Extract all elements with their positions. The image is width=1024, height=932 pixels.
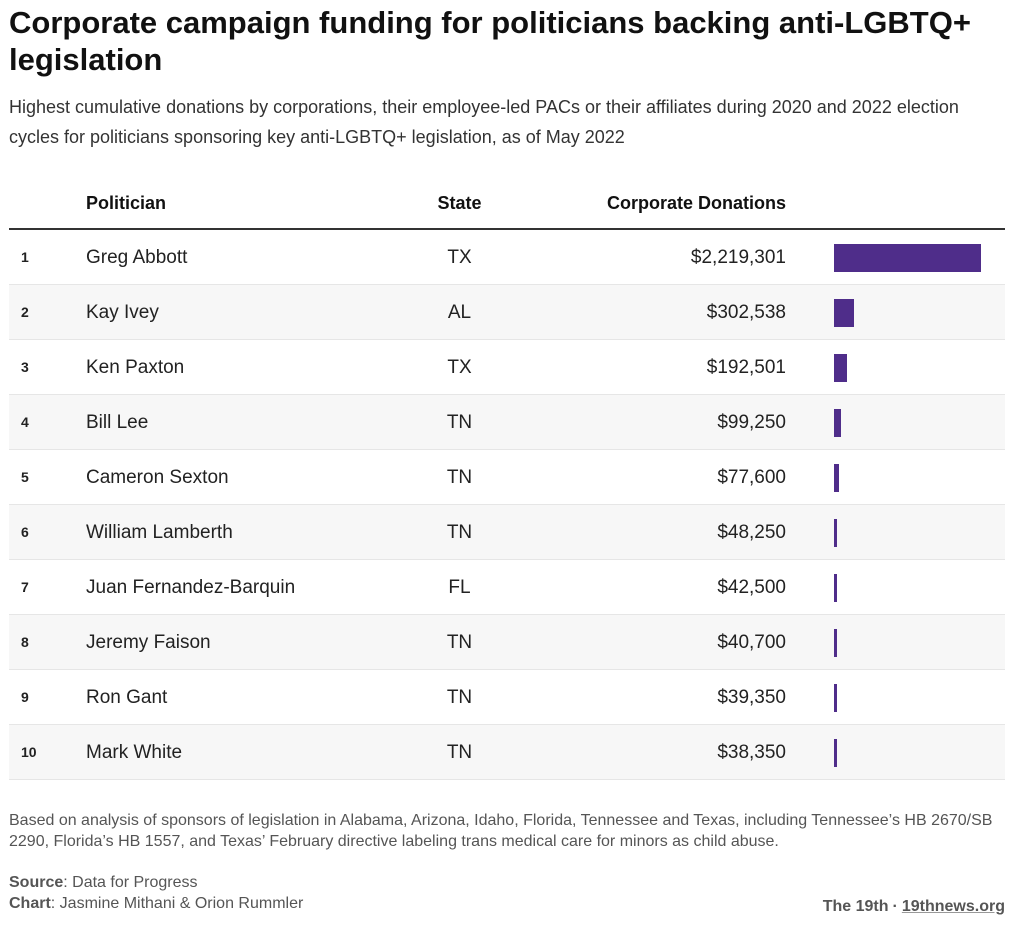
politician-name: William Lamberth [86, 522, 233, 543]
state-cell: FL [448, 577, 471, 598]
politician-name: Bill Lee [86, 412, 149, 433]
credits: Source: Data for Progress Chart: Jasmine… [9, 872, 303, 914]
donation-bar [834, 409, 841, 437]
donation-amount: $42,500 [717, 577, 786, 598]
brand-separator: · [892, 898, 898, 915]
politician-name: Mark White [86, 742, 183, 763]
rank-cell: 9 [21, 689, 29, 705]
column-header-politician: Politician [86, 193, 167, 213]
donation-bar [834, 684, 837, 712]
source-label: Source [9, 874, 64, 891]
politician-name: Ron Gant [86, 687, 168, 708]
brand-footer: The 19th · 19thnews.org [823, 898, 1005, 916]
source-text: : Data for Progress [63, 874, 198, 891]
table-row: 4 Bill Lee TN $99,250 [9, 395, 1005, 450]
table-row: 10 Mark White TN $38,350 [9, 725, 1005, 780]
donation-amount: $48,250 [717, 522, 786, 543]
table-row: 1 Greg Abbott TX $2,219,301 [9, 230, 1005, 285]
rank-cell: 5 [21, 469, 29, 485]
state-cell: TN [446, 742, 473, 763]
donation-bar [834, 739, 837, 767]
state-cell: TN [446, 522, 473, 543]
state-cell: AL [447, 302, 472, 323]
state-cell: TN [446, 467, 473, 488]
donation-amount: $192,501 [706, 357, 786, 378]
state-cell: TX [447, 357, 472, 378]
rank-cell: 2 [21, 304, 29, 320]
methodology-note: Based on analysis of sponsors of legisla… [9, 812, 993, 850]
donation-amount: $38,350 [717, 742, 786, 763]
brand-link[interactable]: 19thnews.org [901, 898, 1005, 915]
rank-cell: 3 [21, 359, 29, 375]
rank-cell: 7 [21, 579, 29, 595]
chart-credit: Chart: Jasmine Mithani & Orion Rummler [9, 893, 303, 914]
donation-amount: $40,700 [717, 632, 786, 653]
politician-name: Kay Ivey [86, 302, 159, 323]
donation-bar [834, 299, 854, 327]
chart-subtitle: Highest cumulative donations by corporat… [9, 97, 959, 147]
donation-bar [834, 519, 837, 547]
donation-amount: $2,219,301 [690, 247, 786, 268]
donation-bar [834, 574, 837, 602]
chart-credit-label: Chart [9, 895, 51, 912]
donation-bar [834, 464, 839, 492]
donation-bar [834, 629, 837, 657]
politician-name: Jeremy Faison [86, 632, 211, 653]
header-divider [9, 228, 1005, 230]
donation-bar [834, 244, 981, 272]
state-cell: TN [446, 412, 473, 433]
state-cell: TX [447, 247, 472, 268]
state-cell: TN [446, 632, 473, 653]
column-header-donations: Corporate Donations [606, 193, 786, 213]
table-row: 2 Kay Ivey AL $302,538 [9, 285, 1005, 340]
table-row: 6 William Lamberth TN $48,250 [9, 505, 1005, 560]
donation-amount: $39,350 [717, 687, 786, 708]
politician-name: Greg Abbott [86, 247, 188, 268]
rank-cell: 8 [21, 634, 29, 650]
column-header-state: State [437, 193, 482, 213]
chart-credit-text: : Jasmine Mithani & Orion Rummler [50, 895, 304, 912]
rank-cell: 6 [21, 524, 29, 540]
donation-amount: $302,538 [706, 302, 786, 323]
rank-cell: 1 [21, 249, 29, 265]
state-cell: TN [446, 687, 473, 708]
politician-name: Juan Fernandez-Barquin [86, 577, 296, 598]
rank-cell: 10 [21, 744, 37, 760]
rank-cell: 4 [21, 414, 29, 430]
table-row: 3 Ken Paxton TX $192,501 [9, 340, 1005, 395]
table-row: 9 Ron Gant TN $39,350 [9, 670, 1005, 725]
donation-amount: $99,250 [717, 412, 786, 433]
table-body: 1 Greg Abbott TX $2,219,301 2 Kay Ivey AL $302,… [9, 230, 1005, 780]
table-row: 5 Cameron Sexton TN $77,600 [9, 450, 1005, 505]
donation-amount: $77,600 [717, 467, 786, 488]
donation-bar [834, 354, 847, 382]
table-row: 8 Jeremy Faison TN $40,700 [9, 615, 1005, 670]
politician-name: Ken Paxton [86, 357, 185, 378]
table-row: 7 Juan Fernandez-Barquin FL $42,500 [9, 560, 1005, 615]
chart-title: Corporate campaign funding for politicia… [9, 5, 971, 77]
politician-name: Cameron Sexton [86, 467, 229, 488]
source-credit: Source: Data for Progress [9, 872, 303, 893]
brand-name: The 19th [822, 898, 889, 915]
